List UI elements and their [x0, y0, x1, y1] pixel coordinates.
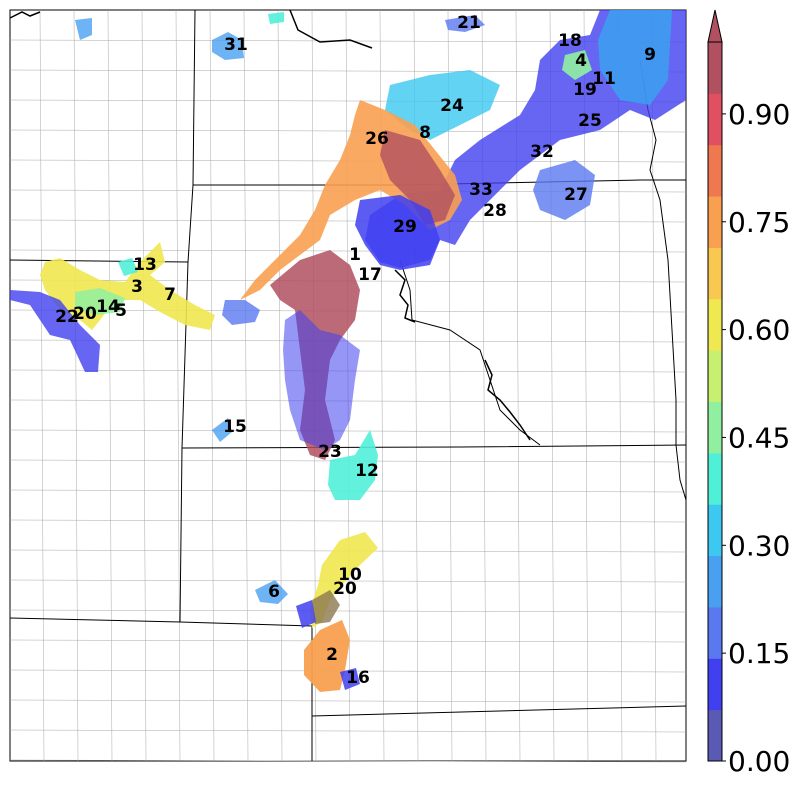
- colorbar-band: [708, 658, 722, 711]
- region-13-core: [118, 258, 138, 276]
- region-12: [328, 430, 378, 500]
- storm-label: 3: [131, 277, 143, 297]
- storm-label: 9: [644, 45, 656, 65]
- colorbar-extend-arrow: [707, 9, 723, 43]
- colorbar-ticks: 0.00 0.15 0.30 0.45 0.60 0.75 0.90: [722, 98, 790, 778]
- storm-label: 18: [558, 31, 582, 51]
- colorbar-band: [708, 196, 722, 248]
- colorbar-tick-label: 0.30: [728, 529, 790, 562]
- region-16: [340, 668, 360, 690]
- region-4: [562, 50, 592, 80]
- region-31: [212, 32, 244, 60]
- region-sw-blue: [296, 600, 316, 628]
- storm-label: 23: [318, 442, 342, 462]
- region-west-blue: [222, 300, 260, 325]
- region-22: [10, 290, 100, 372]
- storm-label: 15: [223, 417, 247, 437]
- storm-label: 20: [73, 304, 97, 324]
- region-central-blue: [283, 310, 360, 450]
- colorbar-band: [708, 93, 722, 146]
- colorbar-band: [708, 555, 722, 608]
- colorbar-band: [708, 401, 722, 454]
- storm-label: 13: [133, 255, 157, 275]
- colorbar-tick-label: 0.15: [728, 637, 790, 670]
- colorbar-band: [708, 452, 722, 505]
- region-nw-small: [75, 18, 92, 40]
- river-line: [9, 9, 531, 441]
- storm-label: 2: [326, 645, 338, 665]
- region-21: [445, 15, 485, 32]
- colorbar-band: [708, 504, 722, 557]
- colorbar-tick-label: 0.60: [728, 314, 790, 347]
- storm-label: 4: [575, 51, 587, 71]
- region-ne-lightblue: [598, 10, 672, 105]
- storm-label: 17: [358, 265, 382, 285]
- colorbar-band: [708, 42, 722, 94]
- region-29: [355, 195, 440, 270]
- region-24-cyan: [385, 70, 500, 140]
- storm-label: 25: [578, 111, 602, 131]
- storm-label: 22: [55, 307, 79, 327]
- colorbar-band: [708, 144, 722, 197]
- colorbar-band: [708, 709, 722, 762]
- region-14: [75, 288, 125, 315]
- storm-label: 6: [268, 582, 280, 602]
- storm-label: 16: [346, 668, 370, 688]
- colorbar-band: [708, 247, 722, 300]
- colorbar-tick-label: 0.75: [728, 206, 790, 239]
- colorbar-band: [708, 606, 722, 659]
- colorbar-band: [708, 350, 722, 402]
- colorbar-tick-label: 0.45: [728, 421, 790, 454]
- storm-label: 26: [365, 129, 389, 149]
- storm-label: 10: [338, 565, 362, 585]
- storm-labels: 1234567891011121314151617181920202122232…: [55, 13, 656, 688]
- region-8-darkred: [380, 130, 455, 225]
- state-boundaries: [9, 9, 687, 761]
- colorbar: 0.00 0.15 0.30 0.45 0.60 0.75 0.90: [707, 9, 790, 778]
- region-15: [212, 418, 232, 442]
- storm-label: 29: [393, 217, 417, 237]
- region-2: [304, 620, 350, 692]
- region-27: [533, 160, 595, 220]
- storm-label: 28: [483, 201, 507, 221]
- colorbar-frame: [707, 41, 723, 762]
- region-6: [255, 580, 288, 604]
- storm-label: 19: [573, 80, 597, 100]
- colorbar-tick-label: 0.00: [728, 745, 790, 778]
- storm-label: 12: [355, 461, 379, 481]
- storm-label: 31: [224, 35, 248, 55]
- storm-label: 33: [469, 180, 493, 200]
- storm-label: 8: [419, 123, 431, 143]
- storm-label: 11: [592, 69, 616, 89]
- storm-label: 20: [333, 579, 357, 599]
- storm-label: 32: [530, 142, 554, 162]
- region-top-small: [268, 12, 284, 24]
- colorbar-band: [708, 298, 722, 351]
- storm-label: 27: [564, 185, 588, 205]
- storm-label: 5: [115, 301, 127, 321]
- storm-label: 21: [457, 13, 481, 33]
- storm-label: 14: [96, 297, 120, 317]
- storm-label: 1: [349, 245, 361, 265]
- colorbar-tick-label: 0.90: [728, 98, 790, 131]
- colorbar-bands: [708, 42, 722, 762]
- storm-label: 7: [164, 285, 176, 305]
- probability-regions: [10, 10, 686, 692]
- storm-label: 24: [440, 96, 464, 116]
- region-20-olive: [312, 590, 340, 624]
